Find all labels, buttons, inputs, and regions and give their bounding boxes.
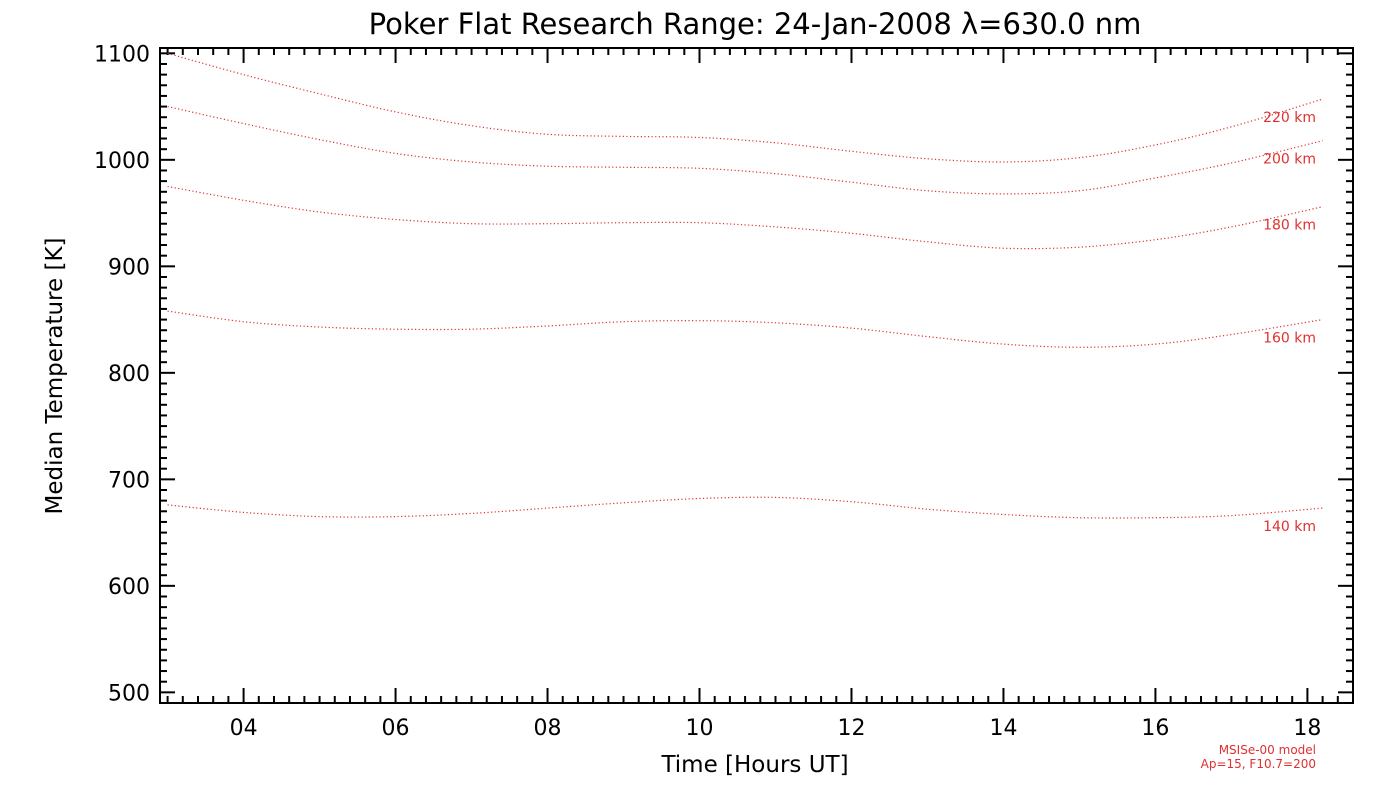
- y-tick-label: 900: [108, 255, 150, 280]
- y-tick-label: 600: [108, 575, 150, 600]
- axis-ticks: [160, 48, 1354, 704]
- series-label-180-km: 180 km: [1263, 218, 1316, 234]
- parameters-note: Ap=15, F10.7=200: [1201, 757, 1316, 771]
- y-tick-label: 500: [108, 681, 150, 706]
- y-tick-label: 800: [108, 362, 150, 387]
- x-tick-label: 16: [1141, 716, 1169, 741]
- x-tick-label: 08: [534, 716, 562, 741]
- series-line-140-km: [167, 496, 1323, 519]
- x-axis-label: Time [Hours UT]: [660, 752, 848, 778]
- plot-frame: [159, 47, 1354, 704]
- y-axis-label: Median Temperature [K]: [42, 238, 68, 515]
- series-line-220-km: [167, 52, 1323, 163]
- series-label-160-km: 160 km: [1263, 331, 1316, 347]
- series-line-160-km: [167, 310, 1323, 348]
- y-tick-label: 1100: [94, 42, 150, 67]
- x-tick-label: 10: [686, 716, 714, 741]
- series-line-200-km: [167, 106, 1323, 195]
- model-note: MSISe-00 model: [1219, 743, 1316, 757]
- series-line-180-km: [167, 185, 1323, 250]
- x-tick-label: 18: [1293, 716, 1321, 741]
- x-tick-label: 06: [382, 716, 410, 741]
- series-labels: 220 km 200 km 180 km 160 km 140 km: [1263, 110, 1316, 535]
- series-lines: [167, 52, 1323, 519]
- axis-tick-labels: 04 06 08 10 12 14 16 18 500 600 700 800 900 1000 1100: [94, 42, 1321, 741]
- series-label-220-km: 220 km: [1263, 110, 1316, 126]
- series-label-140-km: 140 km: [1263, 519, 1316, 535]
- y-tick-label: 700: [108, 468, 150, 493]
- series-label-200-km: 200 km: [1263, 152, 1316, 168]
- x-tick-label: 14: [989, 716, 1017, 741]
- chart-title: Poker Flat Research Range: 24-Jan-2008 λ…: [369, 7, 1142, 41]
- y-tick-label: 1000: [94, 149, 150, 174]
- x-tick-label: 12: [837, 716, 865, 741]
- x-tick-label: 04: [230, 716, 258, 741]
